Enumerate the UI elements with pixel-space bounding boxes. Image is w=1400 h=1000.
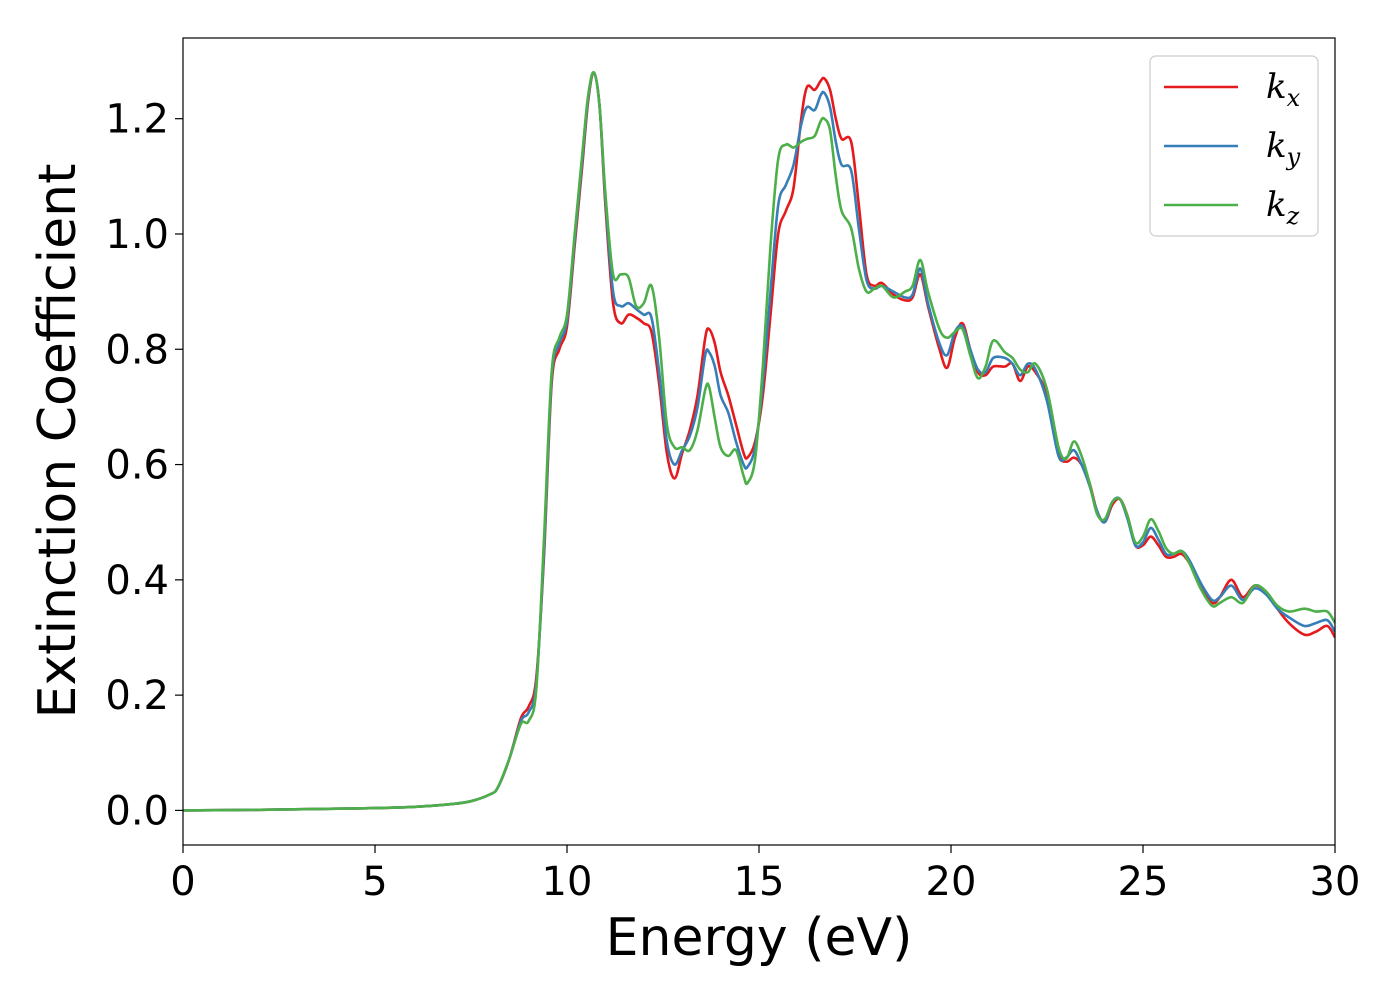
x-tick-label: 10: [542, 859, 593, 905]
y-tick-label: 0.0: [105, 788, 169, 834]
x-tick-label: 15: [734, 859, 785, 905]
x-axis: 0 5 10 15 20 25 30: [170, 845, 1360, 905]
x-axis-title: Energy (eV): [606, 908, 913, 968]
legend-label: kx: [1266, 67, 1301, 112]
y-tick-label: 1.2: [105, 97, 169, 143]
series-line-kz: [183, 71, 1335, 812]
x-tick-label: 20: [926, 859, 977, 905]
legend-items: kx ky kz: [1164, 67, 1301, 230]
y-axis-title: Extinction Coefficient: [28, 164, 88, 719]
legend: kx ky kz: [1149, 55, 1319, 237]
series-layer: [183, 71, 1335, 812]
y-tick-label: 0.4: [105, 558, 169, 604]
legend-label: kz: [1266, 185, 1300, 230]
y-tick-label: 0.8: [105, 327, 169, 373]
x-tick-label: 30: [1310, 859, 1361, 905]
x-tick-label: 5: [362, 859, 387, 905]
y-tick-label: 0.6: [105, 443, 169, 489]
y-tick-label: 0.2: [105, 673, 169, 719]
x-tick-label: 0: [170, 859, 195, 905]
x-tick-label: 25: [1118, 859, 1169, 905]
legend-label: ky: [1266, 126, 1301, 171]
y-tick-label: 1.0: [105, 212, 169, 258]
y-axis: 0.0 0.2 0.4 0.6 0.8 1.0 1.2: [105, 97, 183, 834]
